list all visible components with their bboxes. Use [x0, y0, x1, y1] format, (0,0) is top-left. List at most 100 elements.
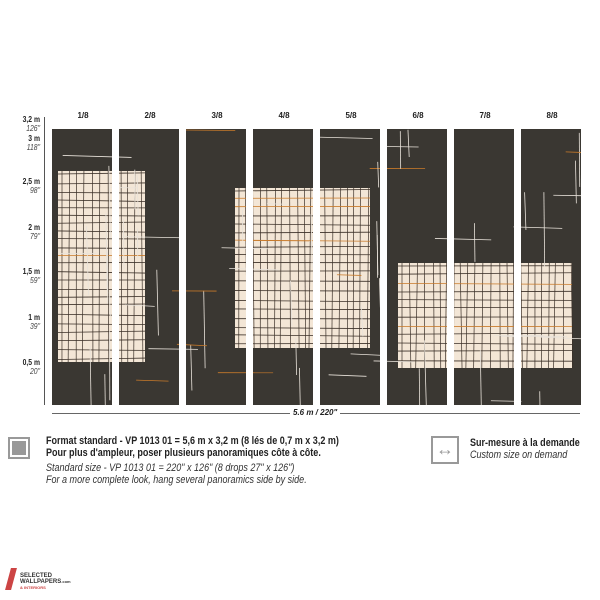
grid-line — [57, 323, 146, 326]
grid-line — [352, 187, 355, 349]
grid-line — [234, 327, 371, 329]
grid-line — [397, 342, 573, 345]
thread — [89, 345, 92, 405]
resize-arrows-icon: ↔ — [431, 436, 459, 464]
grid-line — [57, 199, 146, 202]
grid-line — [266, 187, 269, 349]
grid-line — [57, 303, 146, 306]
thread — [434, 238, 492, 241]
grid-line — [57, 214, 146, 217]
grid-line — [234, 245, 371, 248]
thread — [377, 161, 380, 188]
wallpaper-panels — [52, 129, 581, 405]
light-block — [58, 171, 145, 362]
panel-label: 3/8 — [211, 111, 223, 120]
panel-label: 2/8 — [144, 111, 156, 120]
grid-line — [57, 357, 146, 360]
thread — [124, 304, 155, 307]
scale-mark: 3 m 118" — [26, 134, 40, 152]
grid-line — [57, 192, 146, 194]
thread — [190, 344, 193, 391]
panel-label: 7/8 — [479, 111, 491, 120]
thread — [221, 247, 270, 250]
grid-line — [234, 308, 371, 310]
thread — [360, 306, 364, 337]
grid-line — [234, 223, 371, 226]
standard-en-2: For a more complete look, hang several p… — [46, 474, 307, 486]
thread — [108, 291, 111, 317]
thread — [543, 192, 546, 267]
grid-line — [120, 170, 123, 363]
thread — [513, 226, 563, 229]
thread — [418, 368, 421, 405]
grid-line — [324, 187, 327, 349]
thread — [124, 236, 182, 239]
thread — [136, 379, 169, 382]
thread — [539, 391, 541, 405]
grid-line — [439, 262, 442, 369]
standard-fr-2: Pour plus d'ampleur, poser plusieurs pan… — [46, 447, 321, 459]
grid-line — [308, 187, 312, 349]
selected-wallpapers-logo: SELECTED WALLPAPERS.com & INTERIORS — [5, 568, 76, 590]
grid-line — [57, 339, 146, 342]
grid-line — [289, 187, 291, 349]
thread — [290, 280, 293, 327]
thread — [295, 337, 297, 375]
panel-label: 1/8 — [77, 111, 89, 120]
standard-en-1: Standard size - VP 1013 01 = 220" x 126"… — [46, 462, 295, 474]
grid-line — [274, 187, 276, 349]
grid-line — [314, 187, 318, 349]
custom-size-info: Sur-mesure à la demande Custom size on d… — [470, 437, 600, 461]
standard-fr-1: Format standard - VP 1013 01 = 5,6 m x 3… — [46, 435, 339, 447]
scale-mark: 1 m 39" — [28, 313, 40, 331]
grid-line — [444, 262, 447, 369]
scale-mark: 2 m 79" — [28, 223, 40, 241]
thread — [310, 214, 313, 269]
thread — [108, 165, 111, 239]
panel-label: 8/8 — [546, 111, 558, 120]
thread — [350, 353, 386, 356]
grid-line — [397, 332, 573, 335]
thread — [553, 194, 581, 197]
scale-mark: 1,5 m 59" — [22, 267, 40, 285]
grid-line — [98, 170, 101, 363]
grid-line — [57, 349, 146, 351]
scale-mark: 2,5 m 98" — [22, 177, 40, 195]
panel-label: 4/8 — [278, 111, 290, 120]
grid-line — [397, 350, 573, 352]
thread — [539, 336, 581, 340]
grid-line — [57, 230, 146, 233]
thread — [317, 136, 373, 139]
thread — [514, 175, 517, 255]
thread — [565, 151, 581, 154]
scale-mark: 3,2 m 126" — [22, 115, 40, 133]
thread — [148, 348, 198, 350]
thread — [312, 255, 315, 282]
thread — [136, 175, 139, 216]
light-block — [235, 188, 370, 348]
grid-line — [397, 282, 573, 285]
panel-label: 6/8 — [412, 111, 424, 120]
panel-label: 5/8 — [345, 111, 357, 120]
grid-line — [303, 187, 307, 349]
grid-line — [107, 170, 110, 363]
custom-en: Custom size on demand — [470, 449, 568, 461]
thread — [524, 192, 527, 230]
grid-line — [397, 299, 573, 301]
grid-line — [366, 187, 370, 349]
grid-line — [57, 296, 146, 298]
thread — [328, 374, 367, 377]
thread — [105, 213, 108, 291]
grid-line — [57, 313, 146, 317]
grid-line — [397, 272, 573, 275]
grid-line — [234, 189, 371, 192]
grid-line — [408, 262, 412, 369]
grid-line — [415, 262, 418, 369]
width-label: 5.6 m / 220" — [290, 408, 341, 417]
grid-line — [397, 290, 573, 293]
grid-line — [234, 334, 371, 337]
grid-line — [234, 231, 371, 234]
grid-line — [57, 172, 146, 175]
thread — [229, 267, 279, 271]
thread — [203, 290, 206, 369]
